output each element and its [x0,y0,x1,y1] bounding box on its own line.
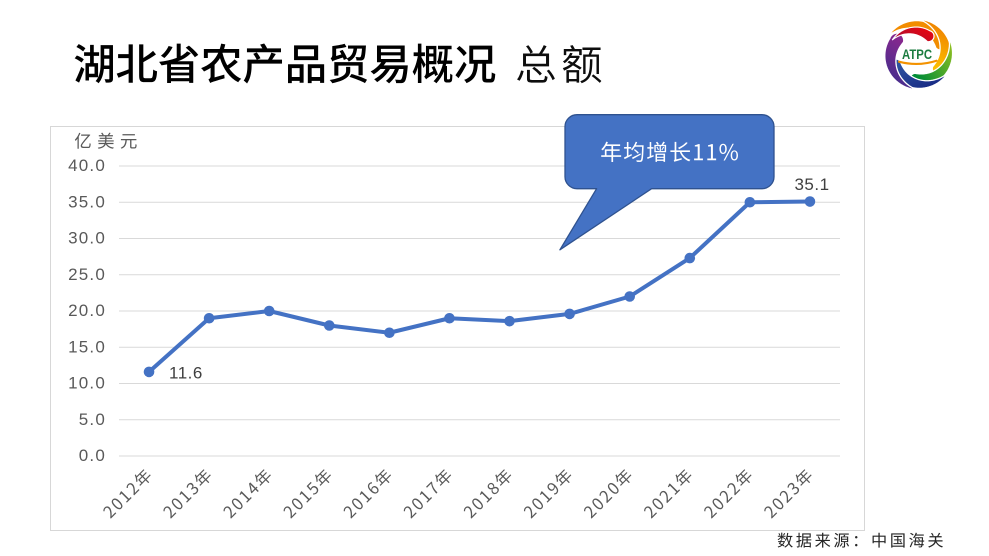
svg-text:20.0: 20.0 [68,301,106,320]
svg-text:ATPC: ATPC [902,47,932,62]
svg-text:11.6: 11.6 [169,363,203,382]
svg-text:30.0: 30.0 [68,229,106,248]
svg-text:5.0: 5.0 [79,410,106,429]
svg-text:35.1: 35.1 [794,175,829,194]
svg-text:40.0: 40.0 [68,156,106,175]
svg-text:15.0: 15.0 [68,337,106,356]
svg-text:0.0: 0.0 [79,446,106,465]
svg-text:10.0: 10.0 [68,374,106,393]
svg-text:35.0: 35.0 [68,192,106,211]
svg-text:25.0: 25.0 [68,265,106,284]
